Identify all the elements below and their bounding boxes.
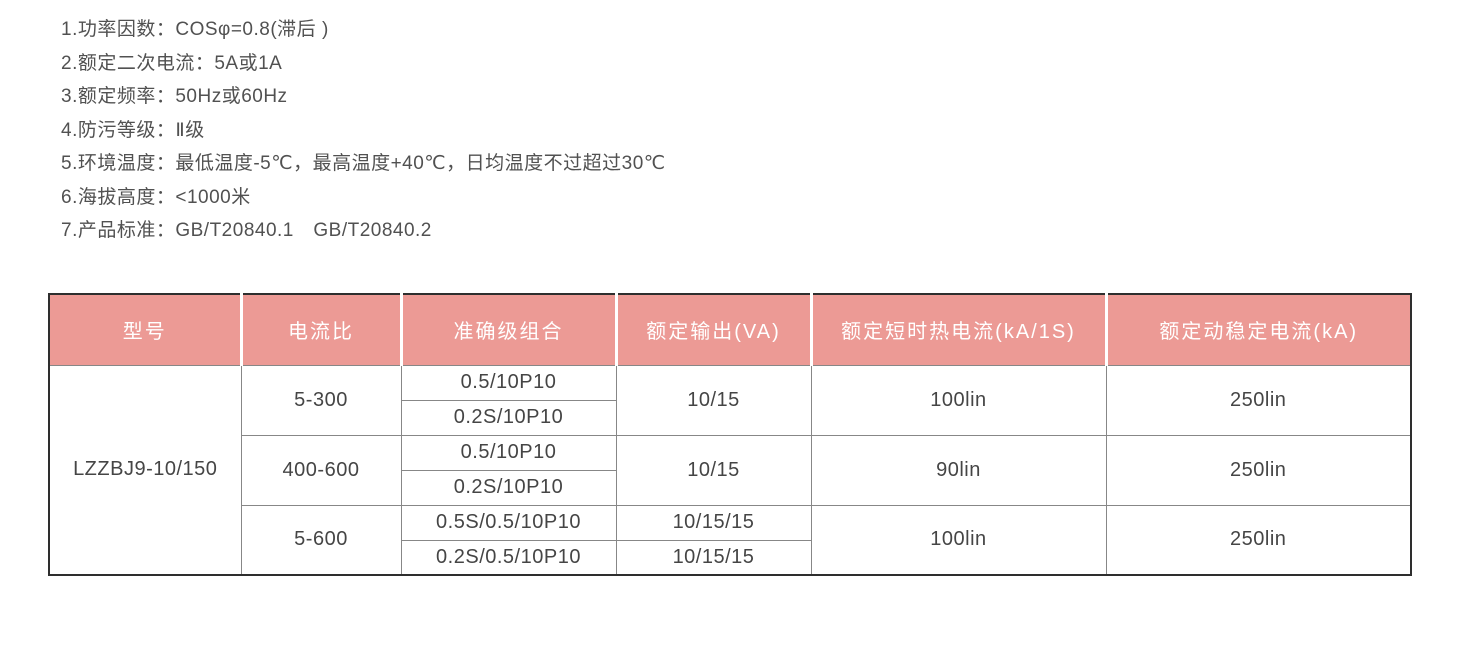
cell-rated-output: 10/15	[615, 434, 812, 506]
cell-thermal-current: 90lin	[810, 434, 1107, 506]
cell-thermal-current: 100lin	[810, 364, 1107, 436]
spec-item-rated-frequency: 3.额定频率：50Hz或60Hz	[61, 86, 288, 107]
cell-current-ratio: 5-300	[240, 364, 402, 436]
spec-item-ambient-temperature: 5.环境温度：最低温度-5℃，最高温度+40℃，日均温度不过超过30℃	[61, 153, 666, 174]
ratings-table: 型号 电流比 准确级组合 额定输出(VA) 额定短时热电流(kA/1S) 额定动…	[48, 293, 1412, 576]
cell-accuracy-combo: 0.2S/10P10	[400, 469, 617, 506]
spec-item-pollution-class: 4.防污等级：Ⅱ级	[61, 119, 205, 141]
table-header-row: 型号 电流比 准确级组合 额定输出(VA) 额定短时热电流(kA/1S) 额定动…	[49, 294, 1411, 366]
col-header-model: 型号	[49, 294, 241, 366]
col-header-thermal-current: 额定短时热电流(kA/1S)	[809, 294, 1106, 366]
cell-rated-output: 10/15/15	[615, 539, 812, 576]
table-row: 0.2S/0.5/10P10 10/15/15	[49, 539, 1411, 576]
cell-accuracy-combo: 0.2S/0.5/10P10	[400, 539, 617, 576]
spec-item-power-factor: 1.功率因数：COSφ=0.8(滞后 )	[61, 19, 329, 40]
cell-rated-output: 10/15	[615, 364, 812, 436]
table-row: 0.2S/10P10	[49, 399, 1411, 436]
table-row: LZZBJ9-10/150 5-300 0.5/10P10 10/15 100l…	[48, 364, 1412, 576]
cell-dynamic-current: 250lin	[1105, 434, 1412, 506]
col-header-rated-output: 额定输出(VA)	[614, 294, 811, 366]
table-row: 0.2S/10P10	[49, 469, 1411, 506]
col-header-accuracy-combo: 准确级组合	[399, 294, 616, 366]
table-row: 400-600 0.5/10P10 10/15 90lin 250lin	[49, 434, 1412, 506]
cell-model: LZZBJ9-10/150	[48, 364, 242, 576]
cell-current-ratio: 5-600	[240, 504, 402, 576]
cell-dynamic-current: 250lin	[1105, 504, 1412, 576]
cell-accuracy-combo: 0.2S/10P10	[400, 399, 617, 436]
cell-thermal-current: 100lin	[810, 504, 1107, 576]
cell-accuracy-combo: 0.5/10P10	[400, 364, 617, 401]
col-header-dynamic-current: 额定动稳定电流(kA)	[1104, 294, 1411, 366]
spec-list: 1.功率因数：COSφ=0.8(滞后 ) 2.额定二次电流：5A或1A 3.额定…	[61, 13, 666, 248]
spec-item-product-standard: 7.产品标准：GB/T20840.1 GB/T20840.2	[61, 220, 432, 241]
cell-rated-output: 10/15/15	[615, 504, 812, 541]
spec-item-altitude: 6.海拔高度：<1000米	[61, 186, 251, 208]
cell-current-ratio: 400-600	[240, 434, 402, 506]
spec-item-secondary-current: 2.额定二次电流：5A或1A	[61, 52, 283, 74]
cell-accuracy-combo: 0.5S/0.5/10P10	[400, 504, 617, 541]
cell-dynamic-current: 250lin	[1105, 364, 1412, 436]
col-header-current-ratio: 电流比	[239, 294, 401, 366]
table-row: 5-600 0.5S/0.5/10P10 10/15/15 100lin 250…	[49, 504, 1412, 576]
cell-accuracy-combo: 0.5/10P10	[400, 434, 617, 471]
